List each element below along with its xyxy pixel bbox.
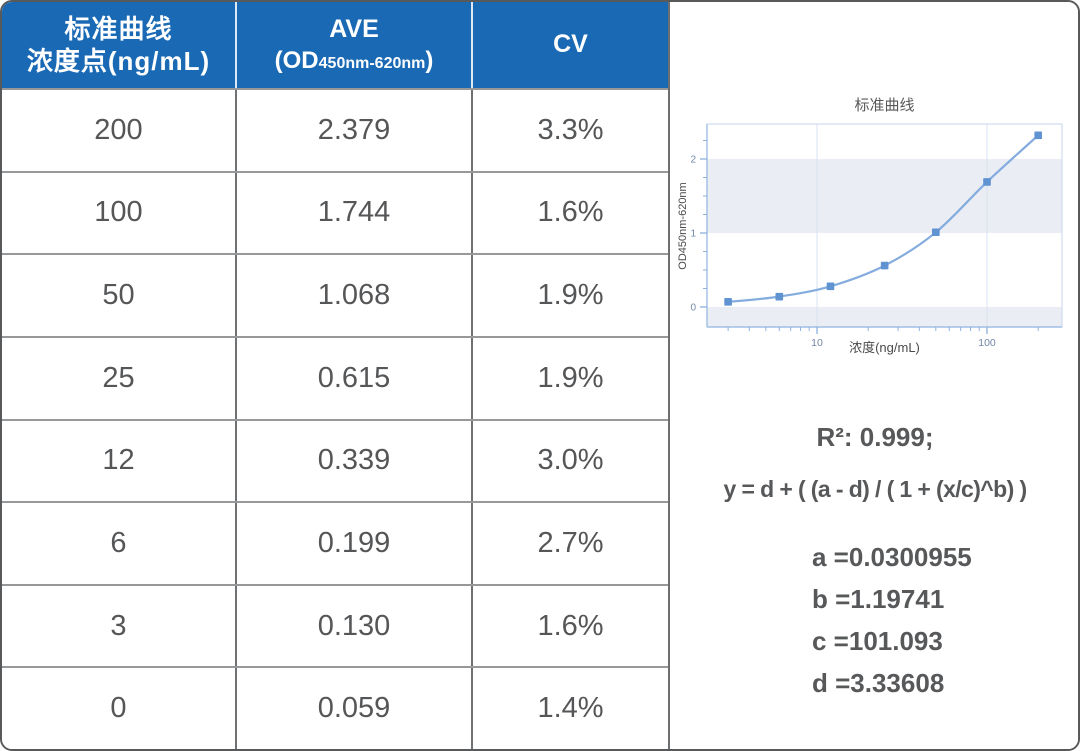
header-ave: AVE (OD450nm-620nm) bbox=[237, 2, 473, 88]
header-concentration-line1: 标准曲线 bbox=[64, 13, 173, 44]
param-c: c =101.093 bbox=[812, 626, 943, 656]
fit-parameters: a =0.0300955 b =1.19741 c =101.093 d =3.… bbox=[812, 536, 972, 704]
data-point-marker bbox=[1034, 131, 1042, 140]
cell-ave: 2.379 bbox=[237, 90, 473, 171]
table-row: 100 1.744 1.6% bbox=[2, 170, 668, 254]
data-point-marker bbox=[880, 261, 889, 270]
x-axis-label: 浓度(ng/mL) bbox=[849, 340, 920, 355]
param-d: d =3.33608 bbox=[812, 668, 945, 698]
y-tick-label: 2 bbox=[690, 155, 696, 166]
cell-cv: 1.9% bbox=[537, 279, 604, 312]
fit-results: R²: 0.999; y = d + ( (a - d) / ( 1 + (x/… bbox=[672, 364, 1078, 749]
header-od-subscript: 450nm-620nm bbox=[318, 54, 426, 72]
cell-cv: 1.6% bbox=[537, 196, 604, 229]
cell-concentration: 0 bbox=[2, 668, 237, 749]
cell-concentration: 12 bbox=[2, 420, 237, 502]
standard-curve-table: 标准曲线 浓度点(ng/mL) AVE (OD450nm-620nm) CV 2… bbox=[2, 2, 670, 749]
y-tick-label: 0 bbox=[690, 303, 696, 314]
cell-ave: 0.615 bbox=[237, 337, 473, 419]
r-squared-value: R²: 0.999; bbox=[816, 422, 934, 452]
chart-area: 0 1 2 10 100 标准曲线浓度(ng/mL) OD450nm-620nm bbox=[672, 2, 1078, 364]
data-point-marker bbox=[932, 228, 940, 237]
cell-concentration: 6 bbox=[2, 503, 237, 584]
header-od-suffix: ) bbox=[425, 46, 434, 74]
header-ave-line2: (OD450nm-620nm) bbox=[275, 46, 434, 76]
cell-ave: 0.059 bbox=[237, 668, 473, 749]
shade-band bbox=[707, 159, 1062, 233]
param-a: a =0.0300955 bbox=[812, 542, 972, 572]
cell-ave: 1.744 bbox=[237, 172, 473, 254]
cell-cv: 1.9% bbox=[537, 361, 604, 394]
table-header-row: 标准曲线 浓度点(ng/mL) AVE (OD450nm-620nm) CV bbox=[2, 2, 668, 88]
cell-ave: 1.068 bbox=[237, 255, 473, 336]
table-row: 200 2.379 3.3% bbox=[2, 88, 668, 171]
chart-title: 标准曲线 bbox=[854, 97, 914, 114]
cell-concentration: 50 bbox=[2, 255, 237, 336]
header-cv: CV bbox=[473, 2, 668, 88]
header-concentration: 标准曲线 浓度点(ng/mL) bbox=[2, 2, 237, 88]
cell-concentration: 3 bbox=[2, 585, 237, 667]
table-row: 25 0.615 1.9% bbox=[2, 335, 668, 419]
data-point-marker bbox=[826, 282, 835, 291]
y-tick-label: 1 bbox=[690, 229, 696, 240]
header-od-prefix: (OD bbox=[274, 46, 319, 74]
cell-concentration: 100 bbox=[2, 172, 237, 254]
data-point-marker bbox=[775, 292, 784, 301]
shade-band bbox=[707, 307, 1062, 327]
table-row: 3 0.130 1.6% bbox=[2, 583, 668, 667]
table-row: 50 1.068 1.9% bbox=[2, 253, 668, 336]
param-b: b =1.19741 bbox=[812, 584, 945, 614]
cell-ave: 0.199 bbox=[237, 503, 473, 584]
table-row: 6 0.199 2.7% bbox=[2, 501, 668, 584]
header-ave-line1: AVE bbox=[329, 15, 379, 44]
data-point-marker bbox=[724, 298, 732, 306]
y-axis-label: OD450nm-620nm bbox=[677, 182, 689, 269]
cell-cv: 1.4% bbox=[537, 692, 604, 725]
cell-ave: 0.130 bbox=[237, 585, 473, 667]
header-cv-label: CV bbox=[553, 30, 588, 59]
curve-panel: 0 1 2 10 100 标准曲线浓度(ng/mL) OD450nm-620nm R²: 0… bbox=[672, 2, 1078, 749]
cell-cv: 1.6% bbox=[537, 609, 604, 642]
cell-concentration: 200 bbox=[2, 90, 237, 171]
cell-cv: 3.0% bbox=[537, 444, 604, 477]
x-tick-label: 10 bbox=[811, 337, 823, 349]
x-tick-label: 100 bbox=[978, 337, 996, 349]
table-row: 0 0.059 1.4% bbox=[2, 666, 668, 749]
cell-cv: 2.7% bbox=[537, 526, 604, 559]
fit-equation: y = d + ( (a - d) / ( 1 + (x/c)^b) ) bbox=[723, 476, 1027, 502]
data-point-marker bbox=[983, 178, 991, 186]
cell-concentration: 25 bbox=[2, 337, 237, 419]
table-row: 12 0.339 3.0% bbox=[2, 418, 668, 502]
cell-cv: 3.3% bbox=[537, 113, 604, 146]
header-concentration-line2: 浓度点(ng/mL) bbox=[26, 46, 211, 76]
cell-ave: 0.339 bbox=[237, 420, 473, 502]
